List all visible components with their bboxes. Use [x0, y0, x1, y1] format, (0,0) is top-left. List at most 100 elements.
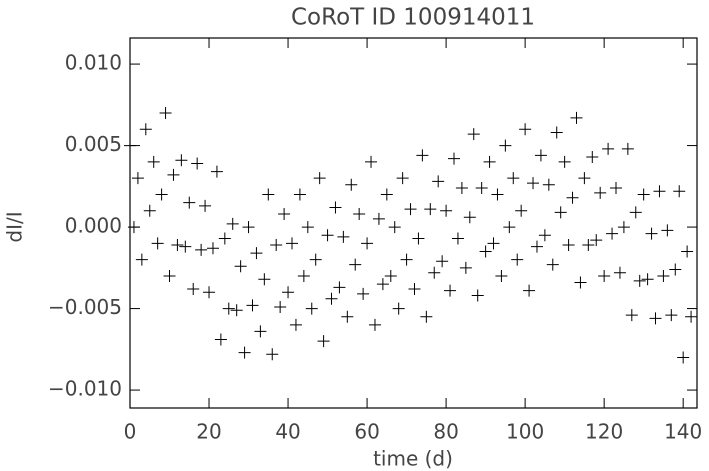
data-point: [629, 206, 642, 219]
data-point: [203, 286, 216, 299]
data-point: [621, 142, 634, 155]
data-point: [282, 286, 295, 299]
data-point: [681, 245, 694, 258]
data-point: [598, 269, 611, 282]
data-point: [444, 284, 457, 297]
data-point: [610, 181, 622, 194]
data-point: [195, 243, 208, 256]
plot-frame: [129, 37, 698, 409]
data-point: [210, 165, 223, 178]
data-point: [321, 229, 334, 242]
data-point: [293, 188, 306, 201]
data-point: [349, 258, 362, 271]
data-point: [562, 239, 575, 252]
data-point: [289, 318, 302, 331]
data-point: [574, 276, 587, 289]
data-point: [159, 106, 172, 119]
data-point: [151, 237, 164, 250]
data-point: [365, 155, 378, 168]
data-point: [471, 289, 484, 302]
data-point: [226, 217, 239, 230]
data-point: [491, 188, 504, 201]
data-point: [455, 181, 468, 194]
data-point: [270, 239, 283, 252]
data-point: [242, 221, 255, 234]
data-point: [392, 302, 405, 315]
data-point: [163, 269, 176, 282]
data-point: [558, 155, 571, 168]
data-point: [222, 302, 235, 315]
x-tick-label: 60: [354, 420, 379, 444]
data-point: [187, 283, 200, 296]
data-point: [380, 188, 393, 201]
data-point: [475, 181, 488, 194]
data-point: [459, 261, 472, 274]
data-point: [341, 310, 354, 323]
data-point: [641, 273, 654, 286]
data-point: [396, 172, 409, 185]
data-point: [175, 154, 188, 167]
x-tick-label: 80: [433, 420, 458, 444]
data-point: [625, 309, 638, 322]
data-point: [345, 178, 358, 191]
data-point: [507, 172, 520, 185]
data-point: [286, 237, 298, 250]
data-point: [578, 172, 591, 185]
data-point: [519, 123, 532, 136]
data-point: [649, 312, 662, 325]
data-point: [301, 221, 314, 234]
data-point: [131, 172, 144, 185]
data-point: [234, 260, 247, 273]
data-point: [495, 269, 508, 282]
data-point: [487, 237, 500, 250]
data-point: [424, 203, 437, 216]
data-point: [124, 139, 136, 152]
data-point: [191, 157, 204, 170]
data-point: [325, 292, 338, 305]
data-point: [171, 239, 184, 252]
x-tick-label: 120: [585, 420, 623, 444]
data-point: [317, 335, 330, 348]
data-point: [218, 232, 231, 245]
data-point: [337, 230, 350, 243]
y-tick-label: −0.005: [48, 295, 122, 319]
data-point: [400, 253, 413, 266]
data-point: [274, 300, 287, 313]
data-point: [432, 175, 445, 188]
data-point: [613, 266, 626, 279]
data-point: [384, 269, 397, 282]
data-point: [617, 221, 630, 234]
data-point: [534, 149, 547, 162]
y-tick-label: −0.010: [48, 377, 122, 401]
data-point: [436, 255, 449, 268]
data-point: [499, 139, 512, 152]
data-point: [420, 310, 433, 323]
y-tick-label: 0.005: [65, 132, 122, 156]
data-point: [538, 229, 551, 242]
data-point: [408, 283, 421, 296]
data-point: [606, 227, 619, 240]
data-point: [250, 247, 263, 260]
data-point: [440, 204, 453, 217]
x-tick-label: 100: [506, 420, 544, 444]
data-point: [570, 111, 583, 124]
data-point: [333, 281, 346, 294]
data-point: [685, 310, 698, 323]
data-point: [266, 348, 279, 361]
data-point: [262, 188, 275, 201]
data-point: [483, 155, 496, 168]
data-point: [309, 253, 322, 266]
data-point: [448, 152, 460, 165]
data-point: [416, 149, 429, 162]
data-point: [673, 185, 686, 198]
data-point: [653, 185, 666, 198]
data-point: [645, 227, 658, 240]
data-point: [590, 234, 603, 247]
data-point: [637, 188, 650, 201]
data-point: [515, 204, 528, 217]
data-point: [329, 201, 342, 214]
x-axis-label: time (d): [373, 447, 453, 471]
data-point: [313, 172, 326, 185]
